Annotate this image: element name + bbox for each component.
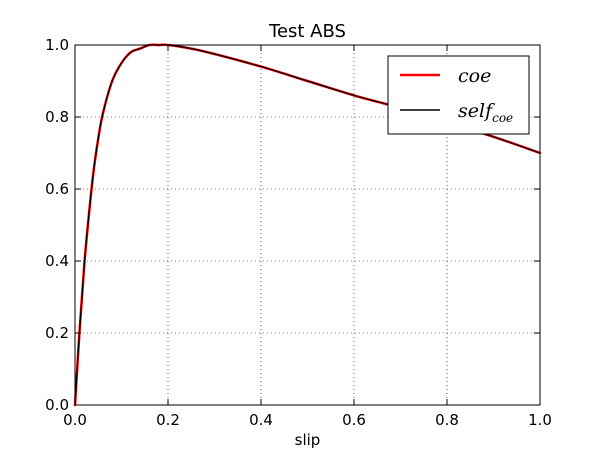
y-tick-label-3: 0.6 (45, 180, 69, 198)
y-tick-label-1: 0.2 (45, 324, 69, 342)
ticks (74, 44, 541, 406)
plot-frame (74, 44, 541, 406)
legend-box (387, 55, 530, 135)
legend-label-self-coe: selfcoe (458, 100, 513, 125)
x-axis-label: slip (295, 431, 321, 449)
x-tick-label-5: 1.0 (528, 411, 552, 429)
x-tick-label-0: 0.0 (63, 411, 87, 429)
x-tick-label-4: 0.8 (435, 411, 459, 429)
x-tick-label-1: 0.2 (156, 411, 180, 429)
legend-label-coe: coe (458, 65, 491, 87)
legend-label-self: self (458, 100, 495, 122)
x-tick-label-2: 0.4 (249, 411, 273, 429)
y-tick-label-4: 0.8 (45, 108, 69, 126)
y-tick-label-0: 0.0 (45, 396, 69, 414)
y-tick-labels: 0.0 0.2 0.4 0.6 0.8 1.0 (45, 36, 69, 414)
chart-title: Test ABS (268, 21, 346, 42)
grid (75, 45, 540, 405)
y-tick-label-5: 1.0 (45, 36, 69, 54)
y-tick-label-2: 0.4 (45, 252, 69, 270)
legend: coe selfcoe (387, 55, 530, 135)
x-tick-labels: 0.0 0.2 0.4 0.6 0.8 1.0 (63, 411, 552, 429)
x-tick-label-3: 0.6 (342, 411, 366, 429)
legend-label-subscript: coe (492, 111, 513, 125)
